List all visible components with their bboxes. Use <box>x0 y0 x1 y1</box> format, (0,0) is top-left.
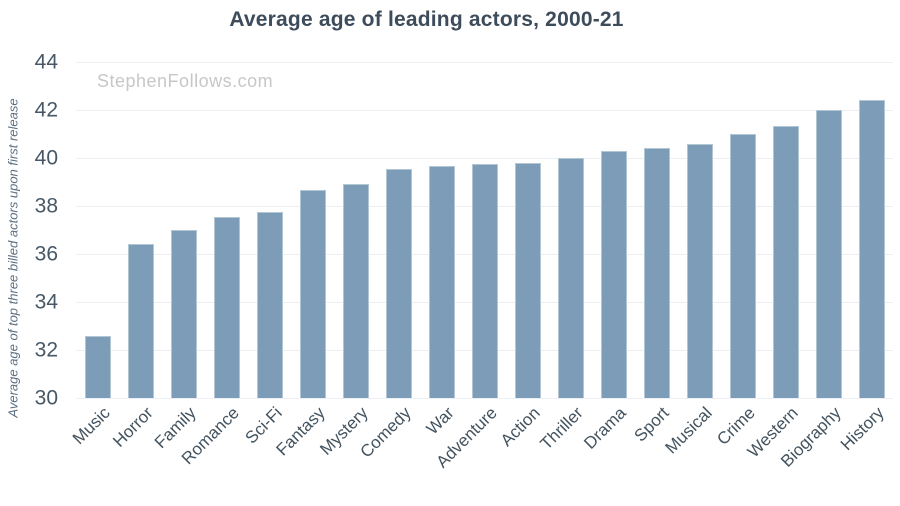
watermark-text: StephenFollows.com <box>97 71 274 91</box>
bar-mystery <box>342 184 369 398</box>
bar-horror <box>127 244 154 398</box>
gridline-y-40 <box>76 158 893 159</box>
bar-slot-war <box>420 62 463 398</box>
gridline-y-44 <box>76 62 893 63</box>
bar-slot-crime <box>721 62 764 398</box>
bar-slot-mystery <box>334 62 377 398</box>
plot-area <box>76 62 893 399</box>
bar-slot-action <box>506 62 549 398</box>
y-tick-label-34: 34 <box>34 290 58 314</box>
bar-slot-musical <box>678 62 721 398</box>
gridline-y-42 <box>76 110 893 111</box>
bar-fantasy <box>299 190 326 398</box>
y-tick-label-32: 32 <box>34 338 58 362</box>
bar-comedy <box>385 168 412 398</box>
y-tick-label-40: 40 <box>34 146 58 170</box>
y-tick-label-44: 44 <box>34 50 58 74</box>
bar-slot-fantasy <box>291 62 334 398</box>
bar-crime <box>729 134 756 398</box>
bar-slot-family <box>162 62 205 398</box>
chart-title: Average age of leading actors, 2000-21 <box>229 8 624 31</box>
y-tick-label-36: 36 <box>34 242 58 266</box>
bar-slot-biography <box>807 62 850 398</box>
bar-slot-horror <box>119 62 162 398</box>
bar-history <box>858 100 885 398</box>
bar-thriller <box>557 158 584 398</box>
bar-series <box>76 62 893 398</box>
gridline-y-30 <box>76 398 893 399</box>
bar-musical <box>686 143 713 398</box>
bar-war <box>428 166 455 398</box>
bar-slot-history <box>850 62 893 398</box>
bar-sci-fi <box>256 212 283 398</box>
bar-western <box>772 125 799 398</box>
bar-biography <box>815 110 842 398</box>
bar-music <box>84 335 111 398</box>
y-tick-label-38: 38 <box>34 194 58 218</box>
bar-slot-comedy <box>377 62 420 398</box>
bar-sport <box>643 148 670 398</box>
bar-slot-drama <box>592 62 635 398</box>
bar-slot-sci-fi <box>248 62 291 398</box>
bar-romance <box>213 216 240 398</box>
y-tick-label-42: 42 <box>34 98 58 122</box>
bar-action <box>514 162 541 398</box>
bar-slot-adventure <box>463 62 506 398</box>
bar-slot-sport <box>635 62 678 398</box>
y-tick-label-30: 30 <box>34 386 58 410</box>
bar-slot-thriller <box>549 62 592 398</box>
bar-adventure <box>471 164 498 398</box>
bar-family <box>170 230 197 398</box>
bar-slot-music <box>76 62 119 398</box>
bar-slot-romance <box>205 62 248 398</box>
bar-drama <box>600 150 627 398</box>
bar-slot-western <box>764 62 807 398</box>
